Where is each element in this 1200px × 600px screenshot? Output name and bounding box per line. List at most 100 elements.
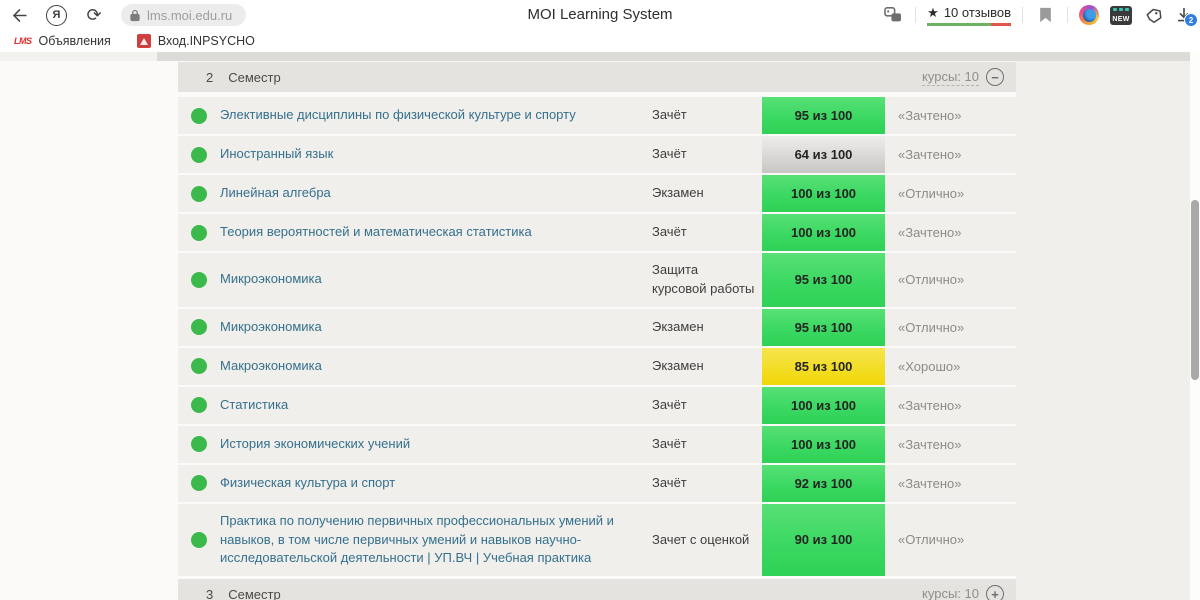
back-icon[interactable] — [8, 4, 30, 26]
score-cell: 64 из 100 — [762, 136, 885, 173]
course-row: Линейная алгебра Экзамен 100 из 100 «Отл… — [178, 175, 1016, 212]
scrollbar-track[interactable] — [1190, 52, 1200, 600]
course-link[interactable]: Элективные дисциплины по физической куль… — [220, 107, 576, 123]
status-dot-cell — [178, 358, 220, 375]
course-link[interactable]: Микроэкономика — [220, 271, 322, 287]
status-dot-cell — [178, 185, 220, 202]
status-dot-cell — [178, 146, 220, 163]
courses-toggle[interactable]: курсы: 10 − — [922, 68, 1004, 86]
score-cell: 95 из 100 — [762, 253, 885, 307]
course-link[interactable]: История экономических учений — [220, 435, 411, 451]
extension-video-new-icon[interactable]: NEW — [1110, 5, 1132, 25]
tag-icon[interactable] — [1143, 4, 1165, 26]
semester-title: Семестр — [228, 69, 281, 85]
grade-text: «Зачтено» — [898, 436, 962, 452]
score-cell: 100 из 100 — [762, 175, 885, 212]
semester-title: Семестр — [228, 586, 281, 600]
page-title: MOI Learning System — [527, 6, 673, 23]
courses-count-link[interactable]: курсы: 10 — [922, 586, 979, 600]
assessment-type: Зачёт — [652, 435, 687, 451]
status-dot-cell — [178, 271, 220, 288]
course-link[interactable]: Теория вероятностей и математическая ста… — [220, 224, 532, 240]
divider — [1067, 7, 1068, 23]
collapse-icon[interactable]: − — [986, 68, 1004, 86]
course-status-dot — [191, 224, 207, 241]
score-cell: 92 из 100 — [762, 464, 885, 502]
course-row: Микроэкономика Защита курсовой работы 95… — [178, 253, 1016, 307]
course-row: Статистика Зачёт 100 из 100 «Зачтено» — [178, 386, 1016, 424]
courses-count-link[interactable]: курсы: 10 — [922, 68, 979, 86]
star-icon: ★ — [927, 4, 939, 20]
score-cell: 85 из 100 — [762, 347, 885, 385]
inpsycho-favicon — [136, 34, 151, 48]
course-link[interactable]: Физическая культура и спорт — [220, 474, 396, 490]
divider — [1022, 7, 1023, 23]
course-row: Иностранный язык Зачёт 64 из 100 «Зачтен… — [178, 136, 1016, 173]
semester-section: 2 Семестр курсы: 10 − Элективные дисципл… — [178, 62, 1016, 600]
course-status-dot — [191, 146, 207, 163]
page-actions-icon[interactable] — [882, 4, 904, 26]
assessment-type: Экзамен — [652, 185, 704, 201]
assessment-type: Зачёт — [652, 146, 687, 162]
site-reviews-button[interactable]: ★ 10 отзывов — [927, 5, 1011, 26]
status-dot-cell — [178, 531, 220, 548]
course-link[interactable]: Линейная алгебра — [220, 185, 331, 201]
toolbar-right: ★ 10 отзывов NEW 2 — [876, 4, 1198, 27]
course-status-dot — [191, 436, 207, 453]
assessment-type: Зачет с оценкой — [652, 531, 750, 547]
course-status-dot — [191, 358, 207, 375]
page-top-strip — [157, 52, 1190, 61]
semester-number: 2 — [206, 69, 214, 85]
downloads-button[interactable]: 2 — [1176, 7, 1198, 27]
status-dot-cell — [178, 475, 220, 492]
course-link[interactable]: Статистика — [220, 396, 289, 412]
score-cell: 90 из 100 — [762, 503, 885, 577]
courses-toggle[interactable]: курсы: 10 + — [922, 585, 1004, 600]
course-status-dot — [191, 185, 207, 202]
grade-text: «Хорошо» — [898, 358, 961, 374]
reviews-count: 10 отзывов — [943, 5, 1011, 20]
bookmark-item-inpsycho[interactable]: Вход.INPSYCHO — [136, 34, 255, 48]
grade-text: «Отлично» — [898, 532, 965, 548]
bookmark-flag-icon[interactable] — [1034, 4, 1056, 26]
status-dot-cell — [178, 319, 220, 336]
lms-favicon: LMS — [14, 36, 32, 46]
extension-lens-icon[interactable] — [1079, 5, 1099, 25]
divider — [915, 7, 917, 23]
grade-text: «Зачтено» — [898, 475, 962, 491]
course-row: История экономических учений Зачёт 100 и… — [178, 425, 1016, 463]
course-status-dot — [191, 531, 207, 548]
course-link[interactable]: Макроэкономика — [220, 357, 322, 373]
yandex-home-icon[interactable]: Я — [46, 4, 67, 26]
assessment-type: Зачёт — [652, 396, 687, 412]
status-dot-cell — [178, 224, 220, 241]
scrollbar-thumb[interactable] — [1191, 200, 1199, 380]
assessment-type: Защита курсовой работы — [652, 262, 755, 296]
course-status-dot — [191, 475, 207, 492]
address-bar[interactable]: lms.moi.edu.ru — [121, 4, 247, 26]
bookmark-item-announcements[interactable]: LMS Объявления — [14, 34, 111, 48]
assessment-type: Зачёт — [652, 107, 687, 123]
status-dot-cell — [178, 436, 220, 453]
download-count-badge: 2 — [1184, 13, 1198, 27]
assessment-type: Экзамен — [652, 318, 704, 334]
course-link[interactable]: Практика по получению первичных професси… — [220, 512, 614, 566]
course-link[interactable]: Иностранный язык — [220, 146, 334, 162]
course-status-dot — [191, 107, 207, 124]
status-dot-cell — [178, 107, 220, 124]
assessment-type: Зачёт — [652, 224, 687, 240]
reload-icon[interactable]: ⟳ — [86, 4, 102, 25]
course-link[interactable]: Микроэкономика — [220, 318, 322, 334]
expand-icon[interactable]: + — [986, 585, 1004, 600]
assessment-type: Зачёт — [652, 474, 687, 490]
page-viewport: 2 Семестр курсы: 10 − Элективные дисципл… — [0, 52, 1200, 600]
course-row: Элективные дисциплины по физической куль… — [178, 97, 1016, 134]
grade-text: «Зачтено» — [898, 225, 962, 240]
grade-text: «Отлично» — [898, 272, 965, 288]
course-row: Макроэкономика Экзамен 85 из 100 «Хорошо… — [178, 347, 1016, 385]
course-status-dot — [191, 271, 207, 288]
bookmarks-bar: LMS Объявления Вход.INPSYCHO — [0, 30, 1200, 52]
course-row: Практика по получению первичных професси… — [178, 503, 1016, 577]
score-cell: 100 из 100 — [762, 214, 885, 251]
grade-text: «Отлично» — [898, 319, 965, 335]
